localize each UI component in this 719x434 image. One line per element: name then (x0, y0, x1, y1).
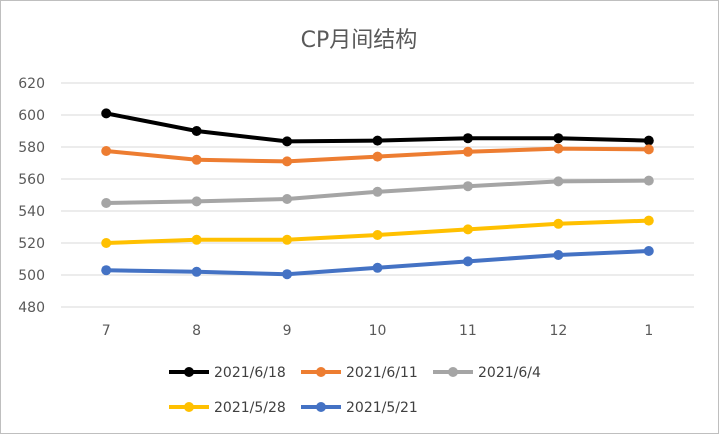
data-point (372, 135, 383, 146)
data-point (282, 156, 293, 167)
data-point (553, 143, 564, 154)
legend: 2021/6/18 2021/6/11 2021/6/4 2021/5/28 2021/… (169, 365, 541, 416)
x-tick-label: 9 (283, 323, 292, 339)
data-point (462, 146, 473, 157)
y-tick-label: 540 (18, 204, 45, 220)
data-point (643, 246, 654, 256)
y-tick-label: 560 (18, 172, 45, 188)
data-point (372, 230, 383, 240)
legend-label: 2021/5/21 (346, 400, 418, 416)
series-2021/5/21 (101, 246, 654, 280)
data-point (282, 234, 293, 245)
data-point (462, 181, 473, 192)
legend-swatch-marker (316, 367, 326, 377)
data-point (101, 108, 112, 119)
y-tick-label: 580 (18, 140, 45, 156)
legend-item: 2021/6/4 (433, 365, 541, 381)
data-point (101, 198, 112, 208)
x-tick-label: 12 (549, 323, 567, 339)
data-point (643, 144, 654, 155)
series-2021/6/4 (101, 175, 654, 208)
x-axis-ticks: 7 8 9 10 11 12 1 (102, 323, 653, 339)
legend-label: 2021/6/11 (346, 365, 418, 381)
data-point (101, 146, 112, 156)
data-point (462, 256, 473, 267)
series-2021/6/11 (101, 143, 654, 167)
data-point (643, 175, 654, 186)
chart-title: CP月间结构 (301, 28, 418, 53)
y-tick-label: 520 (18, 236, 45, 252)
legend-item: 2021/5/21 (301, 400, 418, 416)
legend-item: 2021/6/18 (169, 365, 286, 381)
data-point (372, 262, 383, 273)
x-tick-label: 7 (102, 323, 111, 339)
legend-swatch-marker (184, 402, 194, 412)
data-point (282, 136, 293, 147)
x-tick-label: 8 (192, 323, 201, 339)
x-tick-label: 11 (459, 323, 477, 339)
data-point (643, 215, 654, 226)
data-point (462, 133, 473, 144)
data-point (282, 194, 293, 204)
legend-label: 2021/6/18 (214, 365, 286, 381)
data-point (553, 133, 564, 144)
data-point (191, 154, 202, 165)
y-axis-ticks: 620 600 580 560 540 520 500 480 (18, 76, 45, 316)
data-point (553, 250, 564, 260)
data-point (462, 224, 473, 235)
data-point (643, 135, 654, 146)
data-point (372, 186, 383, 197)
data-point (191, 126, 202, 136)
y-tick-label: 620 (18, 76, 45, 92)
data-point (372, 151, 383, 162)
data-point (282, 269, 293, 280)
legend-label: 2021/5/28 (214, 400, 286, 416)
data-point (101, 265, 112, 276)
y-tick-label: 600 (18, 108, 45, 124)
data-point (553, 218, 564, 229)
legend-item: 2021/5/28 (169, 400, 286, 416)
data-point (191, 196, 202, 207)
data-point (191, 234, 202, 245)
data-point (553, 176, 564, 187)
series-2021/6/18 (101, 108, 654, 147)
legend-swatch-marker (448, 367, 458, 377)
series-layer (101, 108, 654, 280)
data-point (191, 266, 202, 277)
x-tick-label: 1 (644, 323, 653, 339)
y-tick-label: 480 (18, 300, 45, 316)
legend-item: 2021/6/11 (301, 365, 418, 381)
legend-swatch-marker (316, 402, 326, 412)
series-2021/5/28 (101, 215, 654, 248)
legend-swatch-marker (184, 367, 194, 377)
x-tick-label: 10 (369, 323, 387, 339)
y-tick-label: 500 (18, 268, 45, 284)
legend-label: 2021/6/4 (478, 365, 541, 381)
data-point (101, 238, 112, 248)
gridlines (61, 82, 694, 308)
